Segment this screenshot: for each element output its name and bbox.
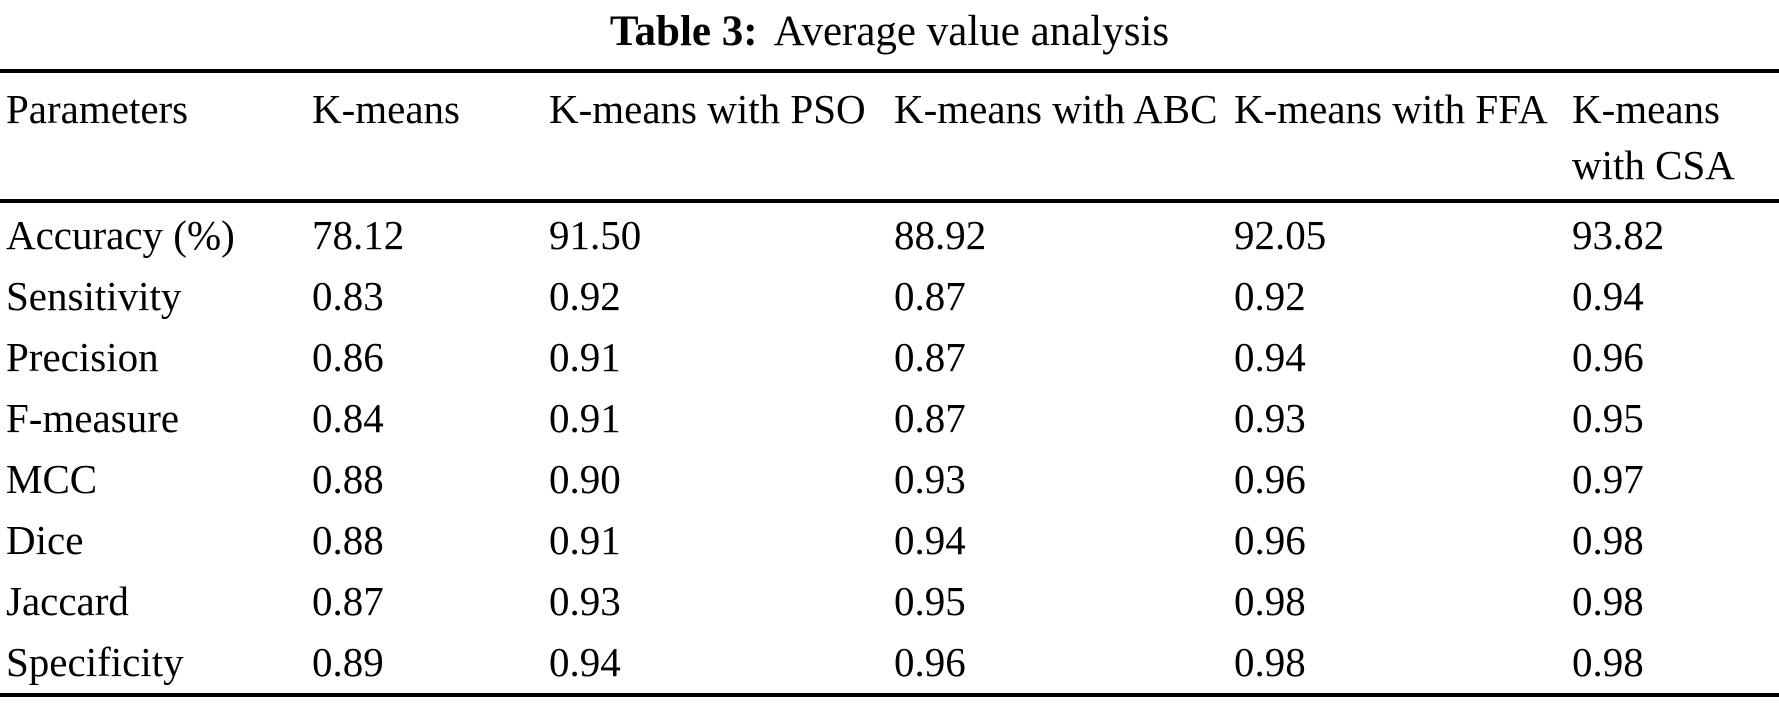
row-label: Sensitivity — [6, 273, 182, 319]
table-row-jaccard: Jaccard 0.87 0.93 0.95 0.98 0.98 — [0, 571, 1779, 632]
cell-value: 0.83 — [312, 273, 384, 319]
cell-value: 0.92 — [1234, 273, 1306, 319]
column-header-kmeans: K-means — [312, 71, 549, 203]
header-row: Parameters K-means K-means with PSO K-me… — [0, 71, 1779, 203]
table-caption: Table 3: Average value analysis — [0, 0, 1779, 69]
cell-value: 0.94 — [894, 517, 966, 563]
cell-value: 0.87 — [894, 334, 966, 380]
cell-value: 0.96 — [1234, 517, 1306, 563]
table-row-accuracy: Accuracy (%) 78.12 91.50 88.92 92.05 93.… — [0, 201, 1779, 266]
cell-value: 0.96 — [1572, 334, 1644, 380]
cell-value: 0.88 — [312, 517, 384, 563]
table-row-mcc: MCC 0.88 0.90 0.93 0.96 0.97 — [0, 449, 1779, 510]
cell-value: 0.91 — [549, 517, 621, 563]
cell-value: 0.86 — [312, 334, 384, 380]
column-header-kmeans-pso: K-means with PSO — [549, 71, 894, 203]
cell-value: 0.98 — [1234, 578, 1306, 624]
row-label: Jaccard — [6, 578, 129, 624]
row-label: MCC — [6, 456, 98, 502]
cell-value: 0.87 — [894, 395, 966, 441]
cell-value: 0.94 — [1572, 273, 1644, 319]
cell-value: 0.98 — [1572, 578, 1644, 624]
cell-value: 93.82 — [1572, 212, 1665, 258]
cell-value: 92.05 — [1234, 212, 1327, 258]
table-caption-text: Average value analysis — [773, 8, 1170, 55]
row-label: Precision — [6, 334, 159, 380]
cell-value: 0.97 — [1572, 456, 1644, 502]
cell-value: 91.50 — [549, 212, 642, 258]
table-row-dice: Dice 0.88 0.91 0.94 0.96 0.98 — [0, 510, 1779, 571]
cell-value: 0.95 — [1572, 395, 1644, 441]
cell-value: 0.90 — [549, 456, 621, 502]
cell-value: 0.88 — [312, 456, 384, 502]
cell-value: 0.98 — [1572, 639, 1644, 685]
row-label: Dice — [6, 517, 84, 563]
table-row-precision: Precision 0.86 0.91 0.87 0.94 0.96 — [0, 327, 1779, 388]
row-label: F-measure — [6, 395, 180, 441]
cell-value: 0.91 — [549, 334, 621, 380]
cell-value: 0.98 — [1234, 639, 1306, 685]
row-label: Accuracy (%) — [6, 212, 235, 258]
table-row-fmeasure: F-measure 0.84 0.91 0.87 0.93 0.95 — [0, 388, 1779, 449]
row-label: Specificity — [6, 639, 184, 685]
table-caption-label: Table 3: — [609, 8, 758, 55]
cell-value: 0.95 — [894, 578, 966, 624]
cell-value: 0.87 — [894, 273, 966, 319]
column-header-kmeans-ffa: K-means with FFA — [1234, 71, 1572, 203]
cell-value: 0.84 — [312, 395, 384, 441]
cell-value: 0.96 — [1234, 456, 1306, 502]
cell-value: 0.94 — [1234, 334, 1306, 380]
cell-value: 0.89 — [312, 639, 384, 685]
cell-value: 0.93 — [894, 456, 966, 502]
table-row-specificity: Specificity 0.89 0.94 0.96 0.98 0.98 — [0, 632, 1779, 695]
cell-value: 0.96 — [894, 639, 966, 685]
cell-value: 0.92 — [549, 273, 621, 319]
cell-value: 0.93 — [1234, 395, 1306, 441]
cell-value: 78.12 — [312, 212, 405, 258]
cell-value: 0.93 — [549, 578, 621, 624]
column-header-parameters: Parameters — [0, 71, 312, 203]
cell-value: 0.91 — [549, 395, 621, 441]
cell-value: 0.98 — [1572, 517, 1644, 563]
cell-value: 0.94 — [549, 639, 621, 685]
cell-value: 88.92 — [894, 212, 987, 258]
column-header-kmeans-csa: K-means with CSA — [1572, 71, 1779, 203]
metrics-table: Parameters K-means K-means with PSO K-me… — [0, 69, 1779, 697]
table-row-sensitivity: Sensitivity 0.83 0.92 0.87 0.92 0.94 — [0, 266, 1779, 327]
cell-value: 0.87 — [312, 578, 384, 624]
column-header-kmeans-abc: K-means with ABC — [894, 71, 1234, 203]
